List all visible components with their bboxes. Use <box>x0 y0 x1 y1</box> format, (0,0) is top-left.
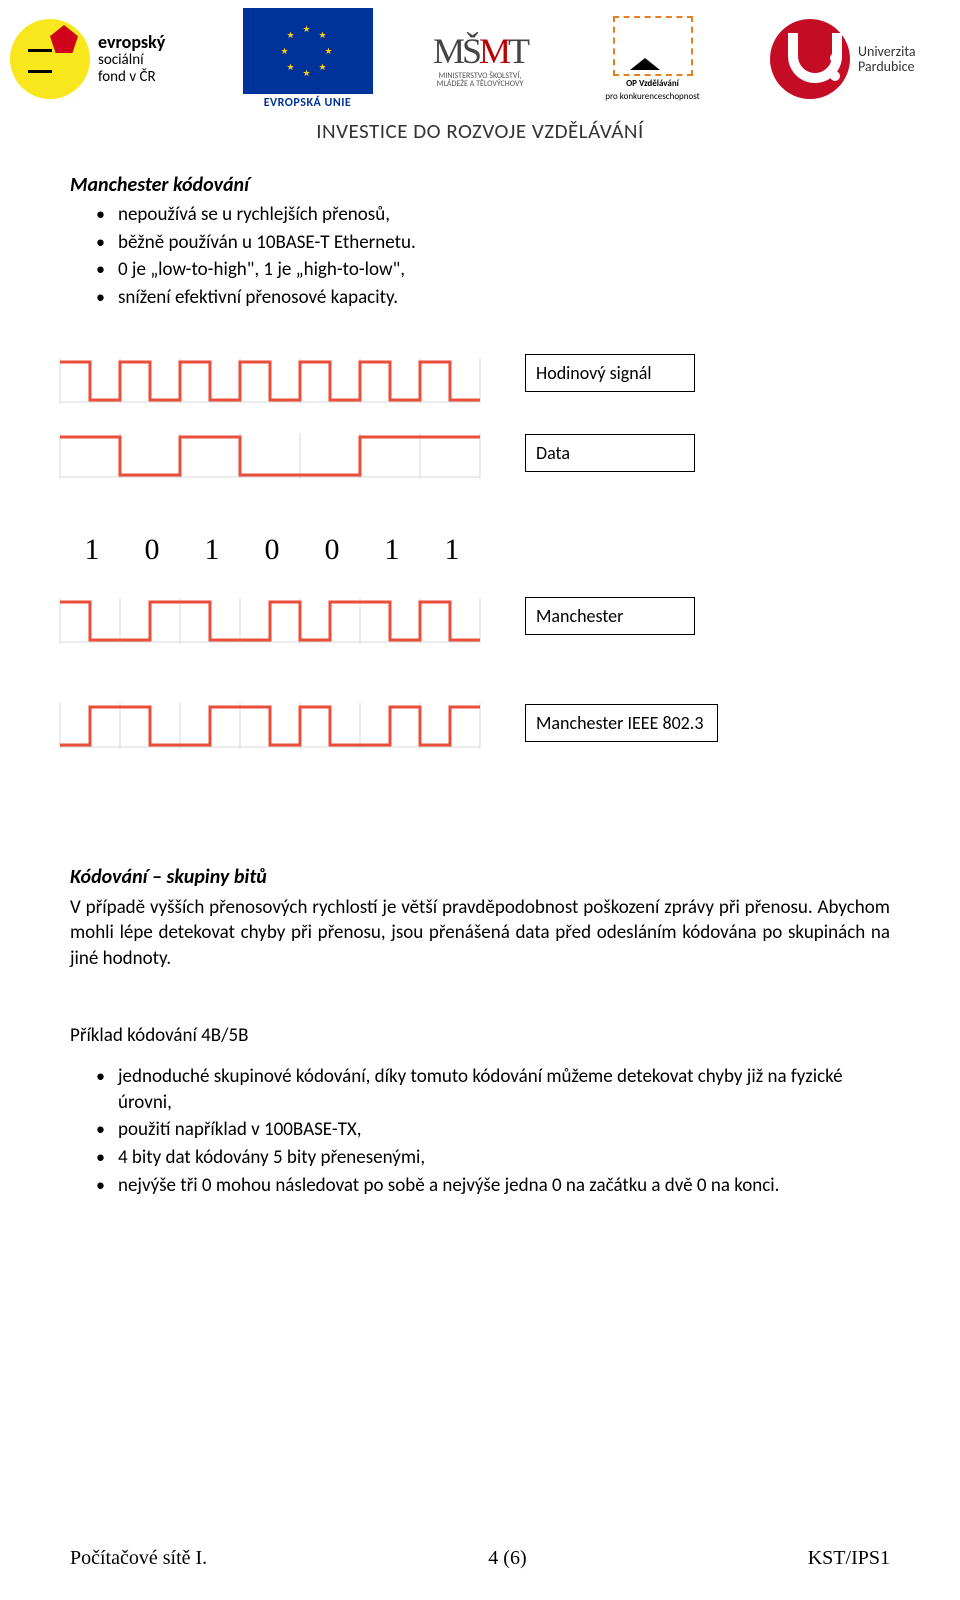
section2-paragraph: V případě vyšších přenosových rychlostí … <box>70 895 890 972</box>
section3-bullets: jednoduché skupinové kódování, díky tomu… <box>70 1063 890 1199</box>
esf-line2: sociální <box>98 51 144 69</box>
main-content: Manchester kódování nepoužívá se u rychl… <box>0 172 960 1199</box>
bullet-item: 4 bity dat kódovány 5 bity přenesenými, <box>118 1144 890 1172</box>
bit-digit: 1 <box>62 530 122 571</box>
eu-logo: ★★ ★★ ★★ ★★ EVROPSKÁ UNIE <box>243 8 373 110</box>
label-manchester: Manchester <box>525 597 695 635</box>
investice-tagline: INVESTICE DO ROZVOJE VZDĚLÁVÁNÍ <box>0 118 960 144</box>
bullet-item: 0 je „low-to-high", 1 je „high-to-low", <box>118 256 890 284</box>
bit-digit: 0 <box>242 530 302 571</box>
bullet-item: nepoužívá se u rychlejších přenosů, <box>118 201 890 229</box>
section1-title: Manchester kódování <box>70 172 890 199</box>
msmt-line2: MLÁDEŽE A TĚLOVÝCHOVY <box>425 80 535 88</box>
msmt-logo: MŠMT MINISTERSTVO ŠKOLSTVÍ, MLÁDEŽE A TĚ… <box>425 30 535 88</box>
bit-digit: 1 <box>182 530 242 571</box>
footer-right: KST/IPS1 <box>808 1547 890 1570</box>
page-footer: Počítačové sítě I. 4 (6) KST/IPS1 <box>70 1547 890 1570</box>
bit-digit: 0 <box>122 530 182 571</box>
uni-line2: Pardubice <box>858 58 915 75</box>
label-clock: Hodinový signál <box>525 354 695 392</box>
op-line2: pro konkurenceschopnost <box>588 91 718 102</box>
uni-u-icon <box>770 19 850 99</box>
bullet-item: snížení efektivní přenosové kapacity. <box>118 284 890 312</box>
msmt-icon: MŠMT <box>425 30 535 72</box>
eu-flag-icon: ★★ ★★ ★★ ★★ <box>243 8 373 94</box>
bullet-item: jednoduché skupinové kódování, díky tomu… <box>118 1063 890 1116</box>
esf-logo: evropský sociální fond v ČR <box>10 14 190 104</box>
op-frame-icon <box>613 16 693 76</box>
footer-center: 4 (6) <box>488 1547 526 1570</box>
bullet-item: použití například v 100BASE-TX, <box>118 1116 890 1144</box>
bit-digit: 1 <box>362 530 422 571</box>
esf-icon <box>10 19 90 99</box>
eu-label: EVROPSKÁ UNIE <box>264 96 352 110</box>
label-manchester-ieee: Manchester IEEE 802.3 <box>525 704 718 742</box>
uni-logo: Univerzita Pardubice <box>770 19 950 99</box>
bullet-item: nejvýše tři 0 mohou následovat po sobě a… <box>118 1172 890 1200</box>
op-line1: OP Vzdělávání <box>588 78 718 89</box>
footer-left: Počítačové sítě I. <box>70 1547 207 1570</box>
encoding-diagram: 1010011 Hodinový signál Data Manchester … <box>70 342 890 812</box>
esf-line1: evropský <box>98 31 165 53</box>
esf-line3: fond v ČR <box>98 68 156 86</box>
bit-digits-row: 1010011 <box>62 530 482 571</box>
bit-digit: 0 <box>302 530 362 571</box>
bullet-item: běžně používán u 10BASE-T Ethernetu. <box>118 229 890 257</box>
op-logo: OP Vzdělávání pro konkurenceschopnost <box>588 16 718 102</box>
label-data: Data <box>525 434 695 472</box>
section3-title: Příklad kódování 4B/5B <box>70 1023 890 1049</box>
section1-bullets: nepoužívá se u rychlejších přenosů, běžn… <box>70 201 890 312</box>
eu-stars-icon: ★★ ★★ ★★ ★★ <box>283 26 333 76</box>
header-logos: evropský sociální fond v ČR ★★ ★★ ★★ ★★ … <box>0 0 960 110</box>
bit-digit: 1 <box>422 530 482 571</box>
uni-text: Univerzita Pardubice <box>858 44 916 75</box>
esf-text: evropský sociální fond v ČR <box>98 33 165 86</box>
section2-title: Kódování – skupiny bitů <box>70 864 890 891</box>
